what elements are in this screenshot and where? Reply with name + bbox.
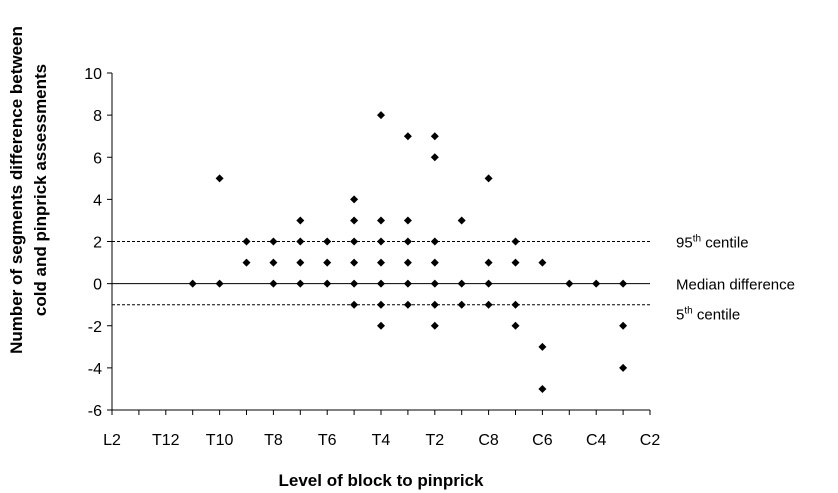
data-point: [377, 237, 385, 246]
y-tick-label: 0: [93, 277, 102, 294]
data-point: [484, 258, 493, 267]
x-tick-label: T12: [152, 432, 180, 449]
data-point: [377, 321, 385, 330]
data-point: [269, 279, 278, 288]
data-point: [323, 258, 332, 267]
data-point: [296, 216, 305, 225]
data-point: [323, 279, 332, 288]
data-point: [538, 342, 547, 351]
data-point: [619, 321, 628, 330]
data-point: [323, 237, 332, 246]
data-point: [484, 174, 493, 183]
data-point: [403, 258, 412, 267]
data-point: [565, 279, 574, 288]
reference-line-label: 95th centile: [676, 234, 749, 252]
reference-line-label: Median difference: [676, 277, 795, 294]
y-tick-label: -2: [88, 319, 102, 336]
data-point: [350, 216, 359, 225]
x-axis-title: Level of block to pinprick: [279, 471, 485, 490]
data-point: [296, 237, 305, 246]
y-tick-label: -4: [88, 361, 102, 378]
data-point: [242, 237, 251, 246]
y-axis-title-line: cold and pinprick assessments: [31, 64, 50, 316]
data-point: [457, 279, 466, 288]
y-tick-label: -6: [88, 403, 102, 420]
x-tick-label: T8: [264, 432, 283, 449]
data-point: [377, 111, 385, 120]
data-point: [457, 300, 466, 309]
x-tick-label: C2: [640, 432, 661, 449]
data-point: [403, 237, 412, 246]
data-point: [484, 300, 493, 309]
y-axis: -6 -4 -2 0 2 4 6 8 10: [84, 66, 113, 420]
x-tick-label: C4: [586, 432, 607, 449]
y-tick-label: 10: [84, 66, 102, 83]
data-point: [377, 300, 385, 309]
data-point: [350, 237, 359, 246]
data-point: [538, 384, 547, 393]
data-point: [619, 363, 628, 372]
data-point: [538, 258, 547, 267]
y-tick-label: 4: [93, 192, 102, 209]
data-point: [377, 216, 385, 225]
x-tick-label: T2: [425, 432, 444, 449]
data-point: [269, 237, 278, 246]
data-point: [511, 321, 520, 330]
data-point: [350, 279, 359, 288]
y-tick-label: 2: [93, 235, 102, 252]
data-point: [430, 153, 439, 162]
data-point: [511, 258, 520, 267]
data-point: [511, 300, 520, 309]
x-axis: L2 T12 T10 T8 T6 T4 T2 C8 C6 C4 C2: [103, 409, 661, 449]
y-tick-label: 6: [93, 150, 102, 167]
data-point: [215, 174, 224, 183]
data-point: [430, 132, 439, 141]
data-point: [430, 258, 439, 267]
data-point: [350, 195, 359, 204]
data-point: [377, 258, 385, 267]
x-tick-label: T6: [318, 432, 337, 449]
data-point: [403, 279, 412, 288]
x-tick-label: T10: [206, 432, 234, 449]
data-point: [619, 279, 628, 288]
data-point: [296, 279, 305, 288]
data-point: [484, 279, 493, 288]
data-point: [403, 216, 412, 225]
x-tick-label: C8: [478, 432, 499, 449]
data-point: [430, 237, 439, 246]
x-tick-label: T4: [372, 432, 391, 449]
data-point: [457, 216, 466, 225]
y-axis-title: Number of segments difference between col…: [7, 26, 50, 354]
data-point: [511, 237, 520, 246]
data-point: [350, 258, 359, 267]
data-point: [403, 132, 412, 141]
data-point: [377, 279, 385, 288]
data-point: [296, 258, 305, 267]
x-tick-label: L2: [103, 432, 121, 449]
data-point: [592, 279, 601, 288]
reference-line-label: 5th centile: [676, 306, 740, 324]
data-point: [430, 321, 439, 330]
reference-lines: 95th centile Median difference 5th centile: [112, 234, 795, 324]
data-point: [269, 258, 278, 267]
data-point: [403, 300, 412, 309]
data-point: [430, 279, 439, 288]
data-point: [350, 300, 359, 309]
x-tick-label: C6: [532, 432, 553, 449]
data-points: [188, 111, 628, 393]
y-tick-label: 8: [93, 108, 102, 125]
data-point: [215, 279, 224, 288]
data-point: [242, 258, 251, 267]
data-point: [430, 300, 439, 309]
data-point: [188, 279, 197, 288]
y-axis-title-line: Number of segments difference between: [7, 26, 26, 354]
